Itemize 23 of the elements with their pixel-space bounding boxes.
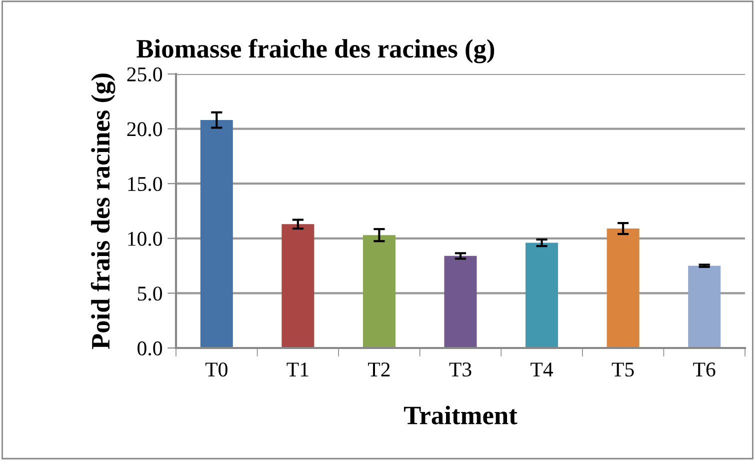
bar <box>444 256 477 348</box>
x-tick-label: T1 <box>286 362 308 376</box>
x-tick-label: T2 <box>368 362 390 376</box>
bar <box>362 235 396 348</box>
bar <box>200 120 233 348</box>
x-tick-label: T5 <box>612 362 634 377</box>
x-tick-label: T3 <box>449 362 472 377</box>
bar <box>282 224 314 348</box>
y-axis-title: Poid frais des racines (g) <box>90 74 116 350</box>
x-tick-label: T6 <box>693 362 716 377</box>
bar <box>526 242 558 348</box>
y-tick-label: 15.0 <box>128 176 162 192</box>
chart-title: Biomasse fraiche des racines (g) <box>136 38 494 64</box>
x-tick-label: T4 <box>530 362 554 376</box>
x-tick-label: T0 <box>205 362 228 377</box>
y-tick-label: 0.0 <box>138 341 162 356</box>
bar <box>688 266 721 348</box>
bar <box>606 228 640 348</box>
x-axis-title: Traitment <box>404 406 518 424</box>
y-tick-label: 25.0 <box>127 67 162 82</box>
y-tick-label: 10.0 <box>128 232 162 246</box>
y-tick-label: 20.0 <box>127 122 162 136</box>
y-tick-label: 5.0 <box>138 286 162 301</box>
